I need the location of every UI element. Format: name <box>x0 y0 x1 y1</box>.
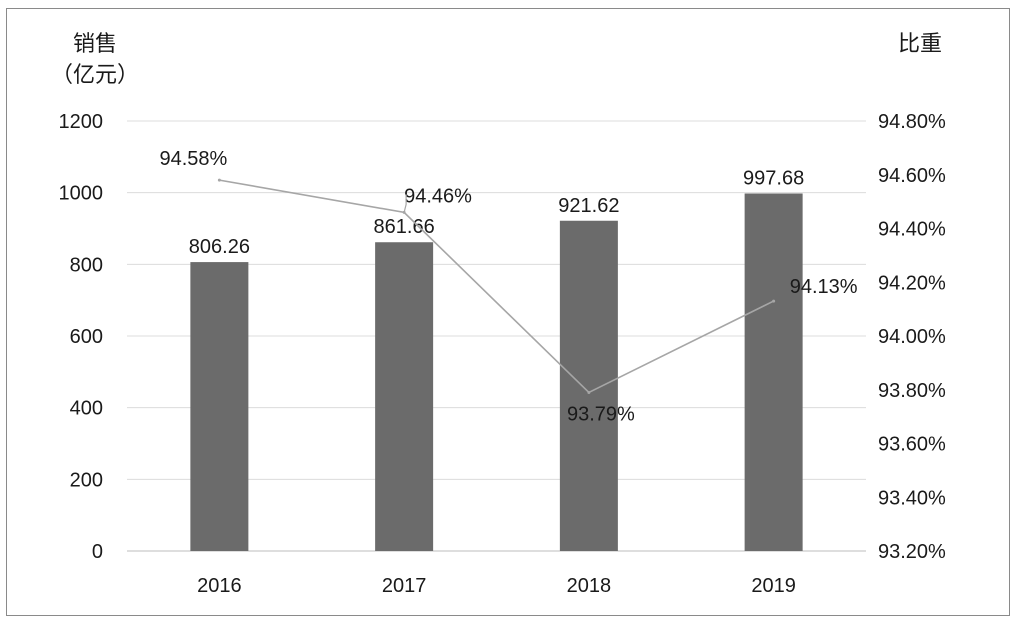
y-tick-label: 0 <box>92 541 103 563</box>
ratio-point <box>587 390 591 394</box>
y-axis-title-line1: 销售 <box>72 32 117 57</box>
ratio-value-label: 94.58% <box>159 148 227 170</box>
ratio-line <box>219 179 774 394</box>
ratio-value-label: 93.79% <box>567 403 635 425</box>
bar <box>559 220 618 551</box>
x-tick-label: 2019 <box>751 575 796 597</box>
x-tick-label: 2018 <box>567 575 612 597</box>
y-axis-title-line2: （亿元） <box>50 62 139 88</box>
y2-tick-label: 93.80% <box>878 380 946 402</box>
bar-value-label: 806.26 <box>189 236 250 258</box>
bar <box>375 242 434 551</box>
y2-tick-label: 94.80% <box>878 111 946 133</box>
bar-value-label: 997.68 <box>743 167 804 189</box>
bar <box>190 262 249 551</box>
bar-value-label: 921.62 <box>558 195 619 217</box>
y-tick-label: 800 <box>70 254 103 276</box>
y2-tick-label: 94.60% <box>878 165 946 187</box>
y2-tick-label: 94.40% <box>878 219 946 241</box>
bar-value-label: 861.66 <box>374 216 435 238</box>
bar <box>744 193 803 552</box>
y2-axis-title: 比重 <box>898 32 943 57</box>
x-tick-label: 2016 <box>197 575 242 597</box>
leader-line <box>403 194 407 213</box>
y-tick-label: 400 <box>70 398 103 420</box>
ratio-value-label: 94.46% <box>404 185 472 207</box>
y2-tick-label: 93.40% <box>878 487 946 509</box>
chart-frame <box>6 8 1010 616</box>
x-tick-label: 2017 <box>382 575 427 597</box>
ratio-point <box>772 299 776 303</box>
ratio-value-label: 94.13% <box>790 276 858 298</box>
y2-tick-label: 94.20% <box>878 272 946 294</box>
y-axis-title: 销售 （亿元） <box>50 30 140 92</box>
y2-tick-label: 93.20% <box>878 541 946 563</box>
y-tick-label: 600 <box>70 326 103 348</box>
y-tick-label: 1200 <box>59 111 104 133</box>
y2-tick-label: 93.60% <box>878 434 946 456</box>
y-tick-label: 200 <box>70 469 103 491</box>
y-tick-label: 1000 <box>59 183 104 205</box>
y2-tick-label: 94.00% <box>878 326 946 348</box>
ratio-point <box>217 178 221 182</box>
